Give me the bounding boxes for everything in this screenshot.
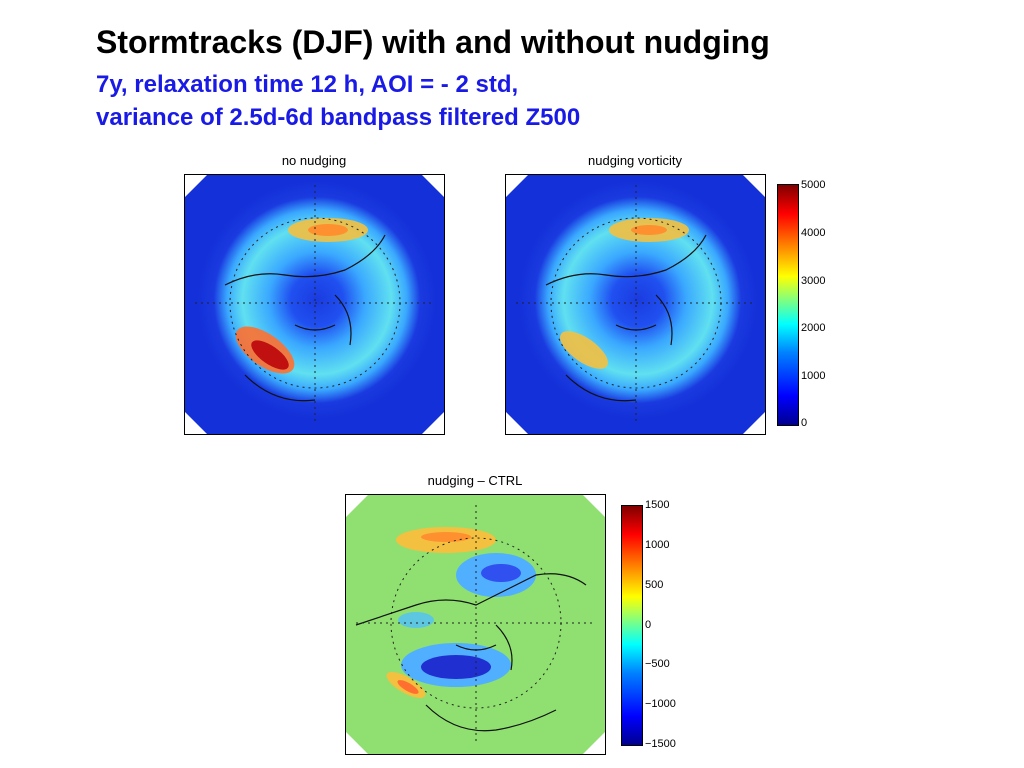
- map-no-nudging: [184, 174, 445, 435]
- colorbar-variance: [777, 184, 799, 426]
- colorbar-variance-tick: 5000: [801, 179, 826, 191]
- colorbar-variance-tick: 4000: [801, 227, 826, 239]
- colorbar-difference-tick: −1500: [645, 738, 676, 750]
- colorbar-variance-tick: 0: [801, 417, 808, 429]
- slide-subtitle-line-1: 7y, relaxation time 12 h, AOI = - 2 std,: [96, 71, 519, 98]
- colorbar-difference-tick: −1000: [645, 698, 676, 710]
- slide-subtitle-line-2: variance of 2.5d-6d bandpass filtered Z5…: [96, 104, 581, 131]
- map-nudging-minus-ctrl-graphic: [346, 495, 605, 754]
- colorbar-difference-tick: 1500: [645, 499, 670, 511]
- panel-title-nudging-minus-ctrl: nudging – CTRL: [427, 473, 523, 488]
- colorbar-variance-tick: 3000: [801, 275, 826, 287]
- colorbar-difference-tick: 0: [645, 619, 652, 631]
- colorbar-difference-tick: −500: [645, 658, 670, 670]
- colorbar-difference-tick: 500: [645, 579, 664, 591]
- map-nudging-vorticity-graphic: [506, 175, 765, 434]
- panel-title-nudging-vorticity: nudging vorticity: [588, 153, 682, 168]
- map-no-nudging-graphic: [185, 175, 444, 434]
- map-nudging-vorticity: [505, 174, 766, 435]
- panel-title-no-nudging: no nudging: [281, 153, 347, 168]
- slide-title: Stormtracks (DJF) with and without nudgi…: [96, 24, 770, 60]
- colorbar-difference-tick: 1000: [645, 539, 670, 551]
- colorbar-variance-tick: 1000: [801, 370, 826, 382]
- map-nudging-minus-ctrl: [345, 494, 606, 755]
- colorbar-variance-tick: 2000: [801, 322, 826, 334]
- colorbar-difference: [621, 505, 643, 746]
